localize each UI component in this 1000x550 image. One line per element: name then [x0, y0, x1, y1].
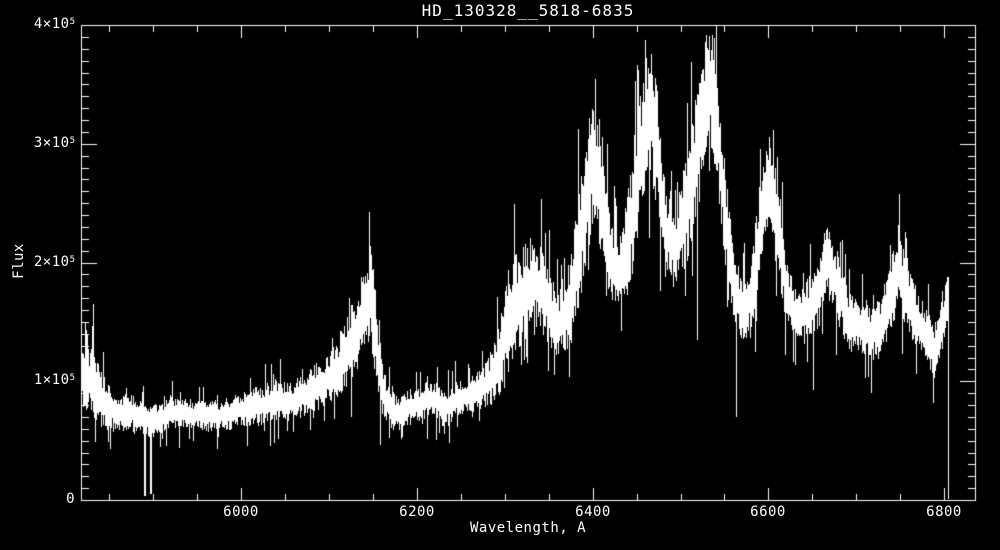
- y-tick-label: 2×105: [33, 254, 75, 270]
- x-tick-label: 6600: [750, 504, 786, 520]
- y-tick-label: 4×105: [33, 16, 75, 32]
- x-tick-label: 6800: [926, 504, 962, 520]
- y-tick-label: 1×105: [33, 372, 75, 388]
- y-tick-label: 0: [66, 491, 75, 507]
- x-tick-label: 6400: [575, 504, 611, 520]
- x-tick-label: 6000: [223, 504, 259, 520]
- y-tick-label: 3×105: [33, 135, 75, 151]
- x-tick-label: 6200: [399, 504, 435, 520]
- chart-title: HD_130328__5818-6835: [421, 1, 635, 20]
- x-axis-title: Wavelength, A: [469, 520, 587, 536]
- y-axis-title: Flux: [11, 243, 27, 279]
